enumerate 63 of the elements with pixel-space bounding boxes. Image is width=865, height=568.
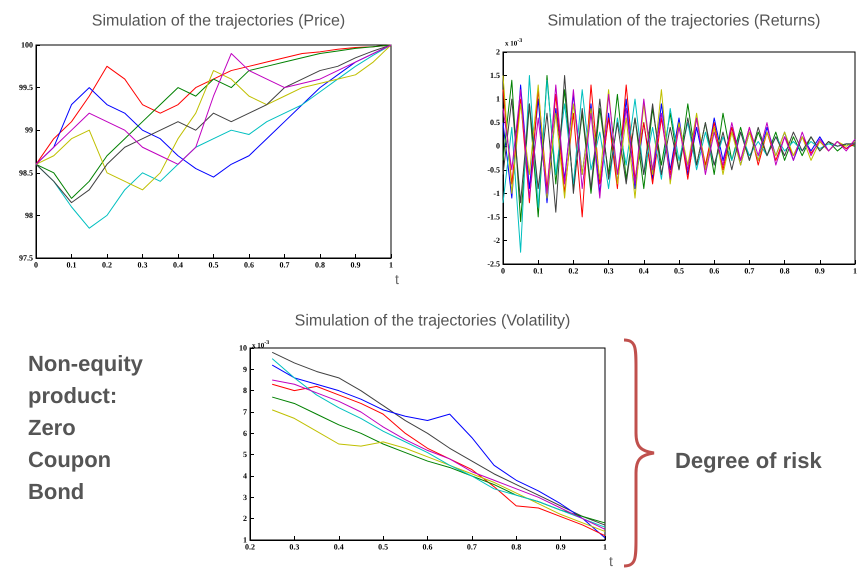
x-tick-label: 0.4 [334,542,344,552]
y-tick-label: 3 [243,492,247,502]
x-tick-label: 0.8 [780,266,790,276]
y-tick-label: 10 [239,344,247,352]
line-series [272,409,606,532]
y-tick-label: 0.5 [490,118,500,128]
chart-title: Simulation of the trajectories (Volatility) [294,312,570,330]
x-tick-label: 0.6 [422,542,432,552]
x-tick-label: 0.3 [289,542,300,552]
text: Non-equity product: Zero Coupon Bond [28,350,144,506]
x-tick-label: 0.5 [378,542,388,552]
x-tick-label: 0.9 [556,542,566,552]
y-tick-label: 99 [25,126,33,135]
x-tick-label: 0.6 [709,266,720,276]
y-tick-label: 97.5 [19,254,33,262]
x-tick-label: 0.8 [315,260,325,270]
x-tick-label: 0.2 [568,266,578,276]
x-tick-label: 0.7 [744,266,754,276]
y-tick-label: 2 [496,48,500,56]
y-tick-label: 0 [496,142,500,151]
x-tick-label: 0.2 [245,542,255,552]
x-tick-label: 0.2 [102,260,112,270]
chart-title: Simulation of the trajectories (Returns) [548,12,820,30]
x-tick-label: 0.8 [511,542,522,552]
x-tick-label: 0.1 [533,266,544,276]
y-tick-label: 4 [243,472,247,480]
y-tick-label: -1 [493,188,500,198]
x-tick-label: 1 [853,266,857,276]
y-tick-label: 5 [243,450,247,460]
y-tick-label: 1 [496,94,500,104]
chart-title: Simulation of the trajectories (Price) [92,12,346,30]
x-axis-title: t [395,271,399,287]
y-tick-label: 1.5 [490,71,500,80]
y-tick-label: -0.5 [487,165,500,174]
x-tick-label: 0.4 [638,266,649,276]
y-tick-label: 9 [243,364,247,374]
x-tick-label: 0.9 [814,266,825,276]
y-tick-label: 7 [243,408,247,416]
x-tick-label: 0.5 [208,260,218,270]
y-tick-label: 2 [243,514,247,524]
x-tick-label: 0.4 [173,260,183,270]
text: Degree of risk [675,447,822,475]
x-tick-label: 0.6 [244,260,254,270]
y-tick-label: -2.5 [487,260,500,268]
x-tick-label: 1 [389,260,393,270]
y-tick-label: 6 [243,428,247,438]
x-tick-label: 0.1 [66,260,76,270]
y-tick-label: -1.5 [487,212,500,222]
y-tick-label: 8 [243,386,247,396]
y-tick-label: 98.5 [19,168,33,178]
y-tick-label: 99.5 [19,83,33,92]
y-tick-label: 100 [21,40,33,50]
x-axis-title: t [609,553,613,568]
y-tick-label: 1 [243,536,247,544]
x-tick-label: 0.3 [604,266,614,276]
x-tick-label: 0.7 [280,260,290,270]
x-tick-label: 1 [603,542,607,552]
x-tick-label: 0.7 [466,542,477,552]
x-tick-label: 0.3 [138,260,148,270]
y-tick-label: -2 [493,236,500,245]
x-tick-label: 0.5 [674,266,684,276]
x-tick-label: 0.9 [350,260,360,270]
y-tick-label: 98 [25,210,33,220]
